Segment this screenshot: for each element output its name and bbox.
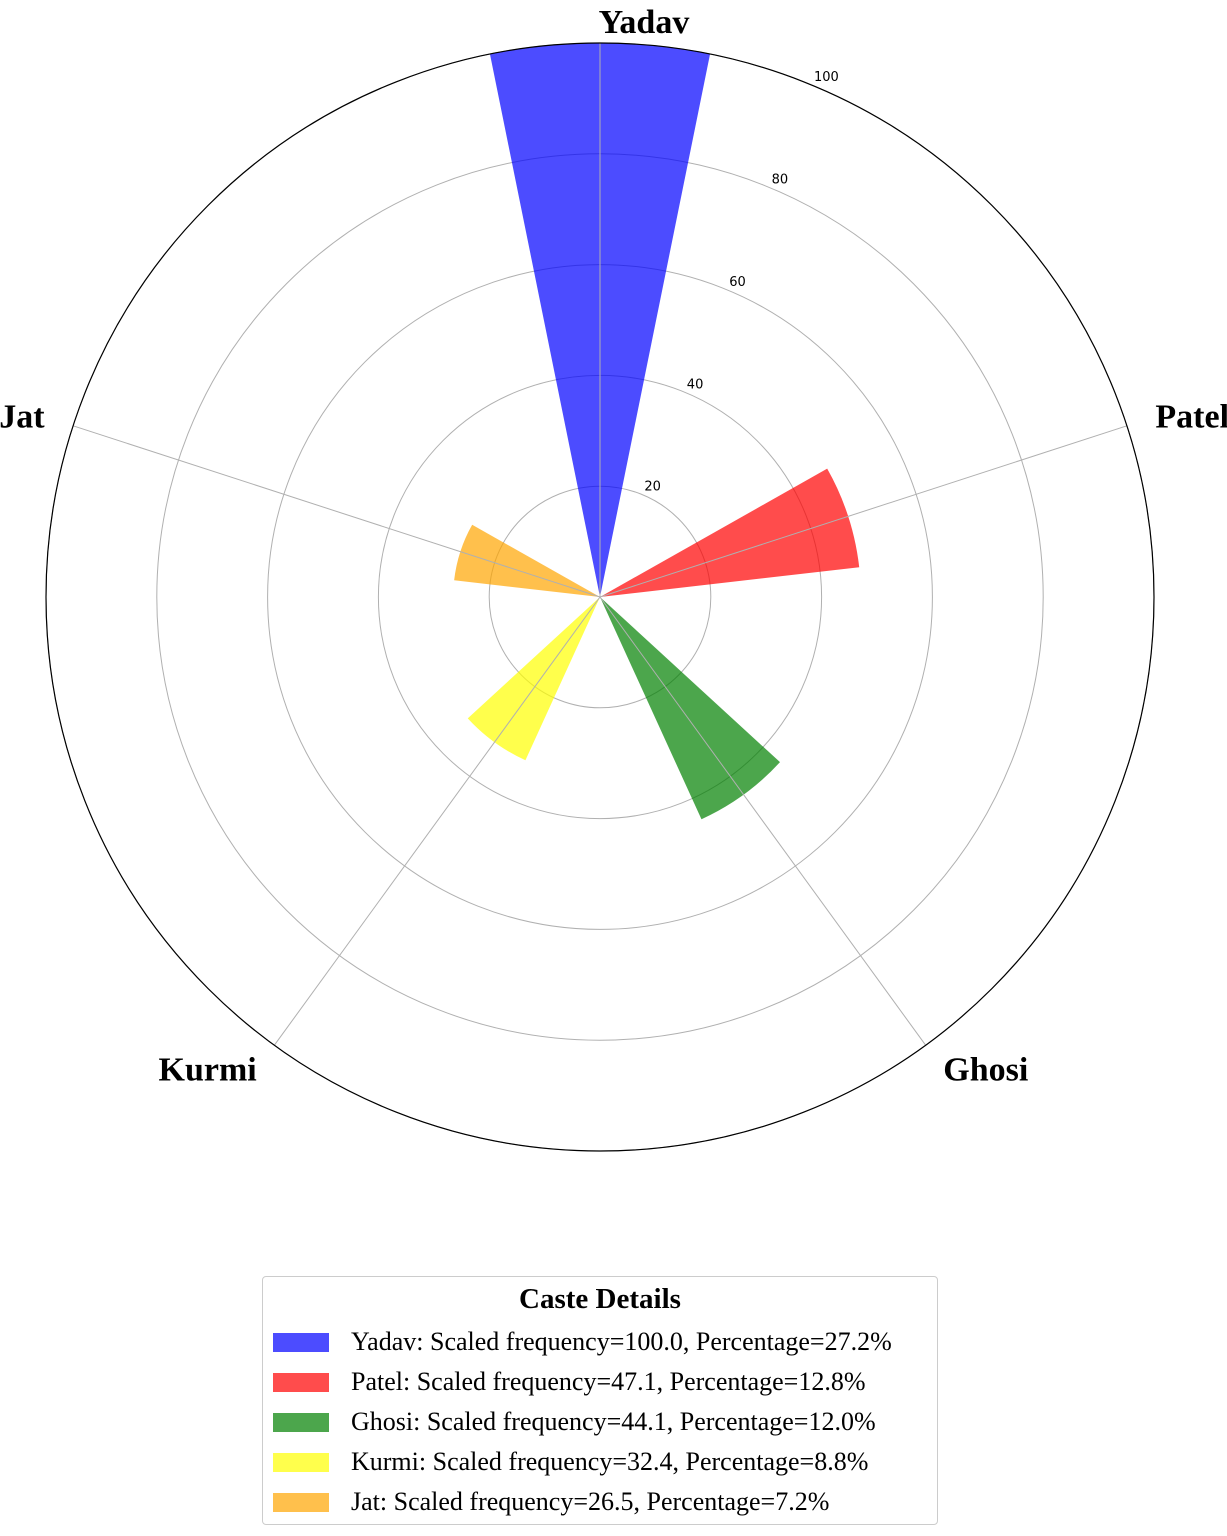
legend-label: Kurmi: Scaled frequency=32.4, Percentage…	[351, 1447, 869, 1476]
legend-swatch	[273, 1492, 329, 1512]
legend-entry-ghosi: Ghosi: Scaled frequency=44.1, Percentage…	[273, 1407, 876, 1437]
legend-label: Patel: Scaled frequency=47.1, Percentage…	[351, 1367, 866, 1396]
legend-swatch	[273, 1332, 329, 1352]
radial-tick-label: 20	[644, 480, 661, 495]
bars-layer	[454, 43, 860, 820]
radial-tick-label: 80	[772, 173, 789, 188]
legend-swatch	[273, 1412, 329, 1432]
legend-label: Jat: Scaled frequency=26.5, Percentage=7…	[351, 1487, 830, 1516]
category-label-jat: Jat	[0, 399, 45, 436]
spoke-patel	[599, 425, 1128, 598]
spoke-ghosi	[599, 596, 927, 1046]
spoke-kurmi	[273, 596, 601, 1046]
outer-spine	[45, 42, 1155, 1152]
polar-chart: 20 40 60 80 100 Yadav Patel Ghosi Kurmi Jat	[0, 4, 1227, 1152]
bar-patel	[600, 468, 860, 597]
category-label-ghosi: Ghosi	[943, 1051, 1028, 1088]
bar-kurmi	[467, 597, 600, 761]
spokes-layer	[72, 43, 1128, 1046]
legend-entry-jat: Jat: Scaled frequency=26.5, Percentage=7…	[273, 1487, 829, 1517]
category-label-patel: Patel	[1155, 399, 1227, 436]
radial-tick-label: 40	[687, 377, 704, 392]
legend-label: Ghosi: Scaled frequency=44.1, Percentage…	[351, 1407, 876, 1436]
radial-tick-label: 60	[729, 275, 746, 290]
bar-ghosi	[600, 597, 781, 820]
legend-entry-kurmi: Kurmi: Scaled frequency=32.4, Percentage…	[273, 1447, 868, 1477]
radial-tick-label: 100	[814, 70, 839, 85]
legend-label: Yadav: Scaled frequency=100.0, Percentag…	[351, 1327, 892, 1356]
legend-swatch	[273, 1452, 329, 1472]
category-label-yadav: Yadav	[599, 4, 690, 41]
legend-swatch	[273, 1372, 329, 1392]
legend-title: Caste Details	[519, 1283, 681, 1315]
radial-tick-labels: 20 40 60 80 100	[644, 70, 838, 494]
legend: Caste Details Yadav: Scaled frequency=10…	[262, 1276, 938, 1525]
spoke-jat	[72, 425, 601, 598]
category-label-kurmi: Kurmi	[159, 1051, 257, 1088]
category-labels: Yadav Patel Ghosi Kurmi Jat	[0, 4, 1227, 1088]
legend-entry-patel: Patel: Scaled frequency=47.1, Percentage…	[273, 1367, 865, 1397]
legend-entry-yadav: Yadav: Scaled frequency=100.0, Percentag…	[273, 1327, 892, 1357]
bar-jat	[454, 524, 600, 597]
